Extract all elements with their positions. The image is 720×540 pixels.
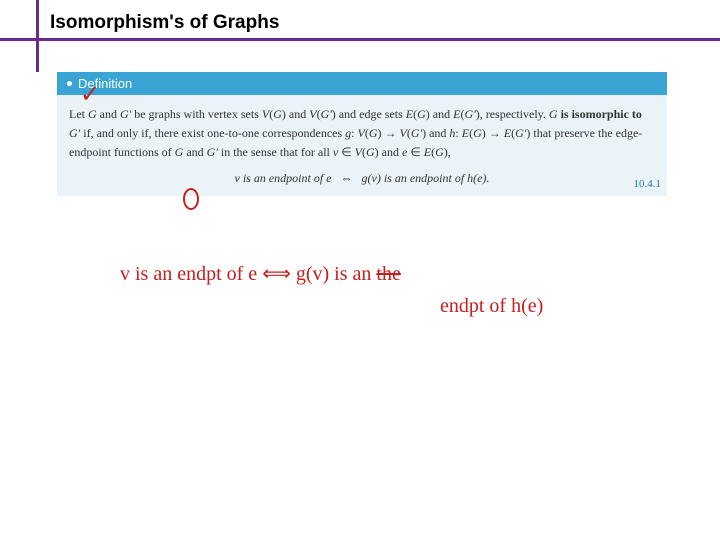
title-area: Isomorphism's of Graphs	[0, 0, 720, 34]
page-title: Isomorphism's of Graphs	[50, 12, 720, 34]
equation-number: 10.4.1	[634, 176, 662, 194]
bullet-icon	[67, 81, 72, 86]
hw-text-b: g(v) is an	[296, 263, 377, 285]
checkmark-annotation: ✓	[80, 80, 100, 109]
handwritten-line-2: endpt of h(e)	[440, 292, 543, 320]
equation-text: v is an endpoint of e ⇔ g(v) is an endpo…	[235, 171, 490, 185]
hw-strike: the	[376, 263, 400, 285]
hw-text-a: v is an endpt of e ⟺	[120, 263, 296, 285]
handwritten-line-1: v is an endpt of e ⟺ g(v) is an the	[120, 260, 401, 288]
definition-box: Definition Let G and G' be graphs with v…	[57, 72, 667, 196]
circle-annotation	[183, 188, 199, 210]
definition-body: Let G and G' be graphs with vertex sets …	[57, 95, 667, 196]
definition-text: Let G and G' be graphs with vertex sets …	[69, 105, 655, 163]
definition-equation: v is an endpoint of e ⇔ g(v) is an endpo…	[69, 169, 655, 188]
horizontal-rule	[0, 38, 720, 41]
definition-header: Definition	[57, 72, 667, 95]
